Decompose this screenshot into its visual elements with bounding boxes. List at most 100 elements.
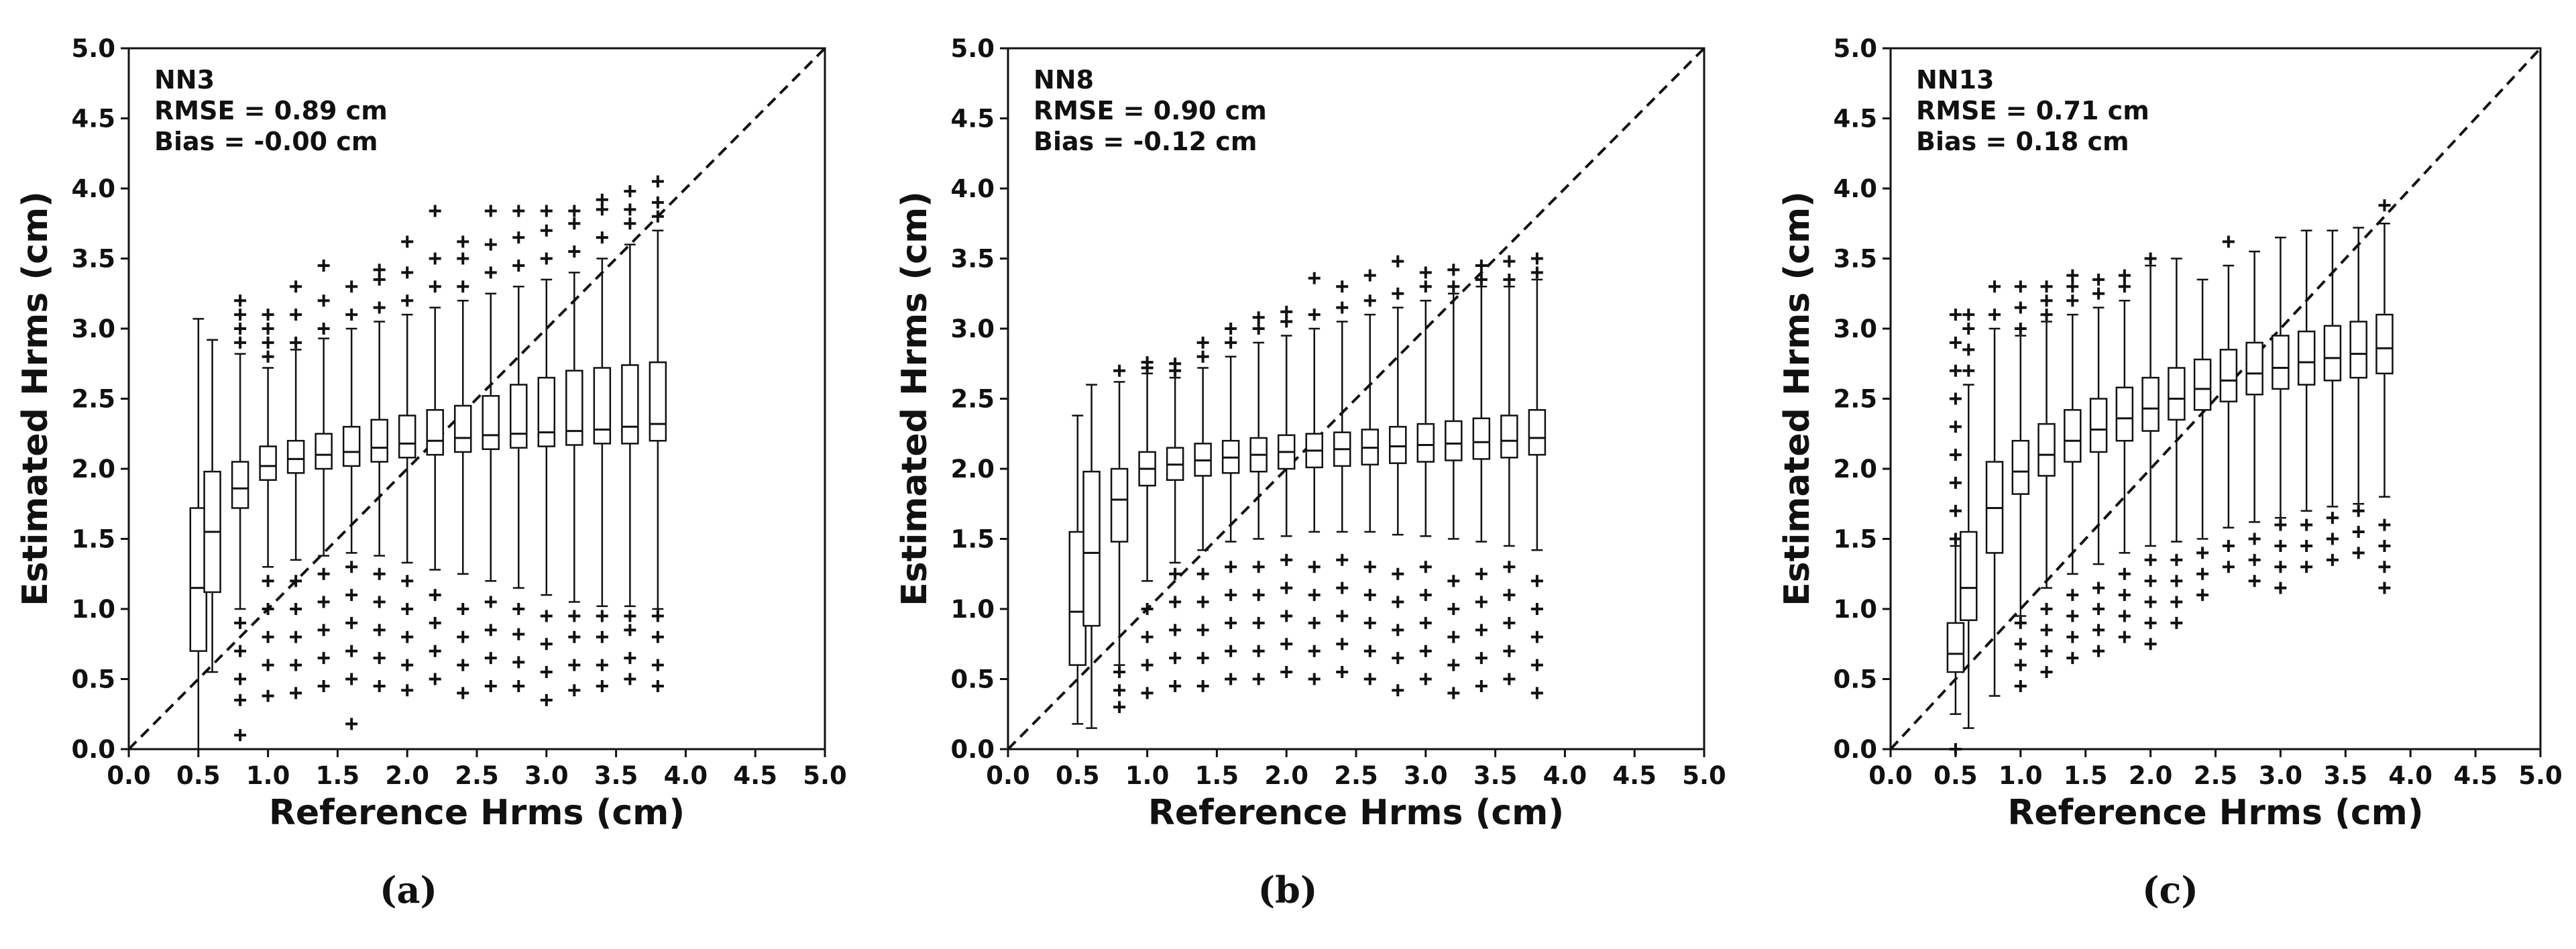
- flier-marker: [429, 252, 441, 265]
- flier-marker: [373, 567, 386, 580]
- flier-marker: [2118, 589, 2131, 602]
- flier-marker: [1989, 309, 2001, 321]
- flier-marker: [373, 652, 386, 665]
- flier-marker: [2196, 589, 2209, 602]
- flier-marker: [2014, 616, 2027, 629]
- flier-marker: [540, 666, 553, 679]
- flier-marker: [624, 673, 636, 685]
- flier-marker: [1225, 589, 1237, 602]
- panel-c: 0.0 0.5 1.0 1.5 2.0 2.5 3.0 3.5 4.0 4.5 5.0 0.0 0.5 1…: [1777, 34, 2563, 833]
- flier-marker: [596, 610, 608, 622]
- flier-marker: [2092, 645, 2105, 657]
- box-iqr: [565, 370, 583, 446]
- flier-marker: [234, 673, 247, 685]
- x-tick-label: 2.0: [2129, 761, 2173, 790]
- flier-marker: [651, 196, 664, 209]
- flier-marker: [1252, 673, 1265, 685]
- annotation-2: Bias = 0.18 cm: [1916, 127, 2129, 156]
- box-9: [2168, 258, 2186, 629]
- box-17: [1528, 252, 1547, 700]
- flier-marker: [1196, 624, 1209, 636]
- x-tick-label: 1.5: [2064, 761, 2108, 790]
- flier-marker: [1336, 610, 1349, 622]
- y-tick-label: 4.0: [1833, 174, 1877, 203]
- flier-marker: [1280, 610, 1293, 622]
- y-tick-label: 1.5: [950, 525, 995, 554]
- flier-marker: [512, 231, 525, 244]
- y-tick-label: 1.5: [1833, 525, 1877, 554]
- box-iqr: [2245, 341, 2263, 396]
- box-1: [203, 339, 221, 673]
- flier-marker: [1196, 596, 1209, 608]
- flier-marker: [1308, 616, 1321, 629]
- flier-marker: [568, 630, 581, 643]
- flier-marker: [457, 659, 469, 671]
- flier-marker: [2092, 624, 2105, 636]
- box-iqr: [398, 414, 416, 459]
- flier-marker: [1447, 659, 1460, 671]
- flier-marker: [1225, 561, 1237, 573]
- y-tick-label: 5.0: [71, 34, 115, 63]
- box-16: [2349, 227, 2367, 559]
- x-axis-label: Reference Hrms (cm): [2007, 793, 2423, 833]
- flier-marker: [1419, 266, 1432, 279]
- flier-marker: [2274, 539, 2287, 552]
- y-tick-label: 0.5: [71, 665, 115, 694]
- y-tick-label: 4.5: [71, 105, 115, 133]
- flier-marker: [234, 309, 247, 321]
- y-tick-label: 5.0: [950, 34, 995, 63]
- flier-marker: [290, 336, 302, 349]
- annotation-1: RMSE = 0.90 cm: [1033, 96, 1267, 125]
- box-16: [1500, 255, 1518, 685]
- annotation-2: Bias = -0.00 cm: [154, 127, 378, 156]
- flier-marker: [1225, 645, 1237, 657]
- y-tick-label: 3.0: [71, 315, 115, 343]
- y-tick-label: 1.0: [71, 595, 115, 624]
- flier-marker: [2092, 581, 2105, 594]
- box-0: [1946, 309, 1965, 755]
- flier-marker: [1949, 504, 1962, 517]
- x-tick-label: 0.0: [1868, 761, 1913, 790]
- flier-marker: [596, 193, 608, 206]
- flier-marker: [1308, 673, 1321, 685]
- box-6: [2089, 273, 2108, 657]
- flier-marker: [262, 336, 274, 349]
- flier-marker: [1280, 553, 1293, 566]
- flier-marker: [234, 693, 247, 706]
- identity-line: [1889, 47, 2542, 750]
- flier-marker: [1530, 603, 1543, 615]
- y-tick-label: 5.0: [1833, 34, 1877, 63]
- box-iqr: [2089, 398, 2108, 453]
- box-10: [2193, 278, 2212, 602]
- flier-marker: [429, 645, 441, 657]
- x-tick-label: 1.0: [1125, 761, 1170, 790]
- flier-marker: [1363, 673, 1376, 685]
- annotation-0: NN8: [1033, 65, 1094, 95]
- y-tick-label: 4.5: [950, 105, 995, 133]
- box-5: [315, 259, 333, 692]
- flier-marker: [1503, 673, 1516, 685]
- flier-marker: [2066, 610, 2079, 622]
- flier-marker: [2092, 273, 2105, 286]
- flier-marker: [1113, 364, 1126, 377]
- flier-marker: [540, 693, 553, 706]
- flier-marker: [345, 718, 358, 730]
- flier-marker: [1949, 364, 1962, 377]
- flier-marker: [317, 294, 330, 307]
- flier-marker: [1530, 687, 1543, 700]
- flier-marker: [596, 231, 608, 244]
- flier-marker: [1419, 280, 1432, 293]
- box-iqr: [1445, 420, 1463, 461]
- box-8: [1277, 305, 1296, 679]
- flier-marker: [373, 301, 386, 314]
- flier-marker: [262, 575, 274, 588]
- flier-marker: [401, 294, 414, 307]
- x-tick-label: 3.5: [594, 761, 638, 790]
- flier-marker: [1503, 273, 1516, 286]
- flier-marker: [2352, 526, 2365, 539]
- flier-marker: [1392, 596, 1404, 608]
- flier-marker: [568, 245, 581, 258]
- y-tick-label: 1.5: [71, 525, 115, 554]
- x-tick-label: 2.0: [1264, 761, 1308, 790]
- flier-marker: [1949, 476, 1962, 489]
